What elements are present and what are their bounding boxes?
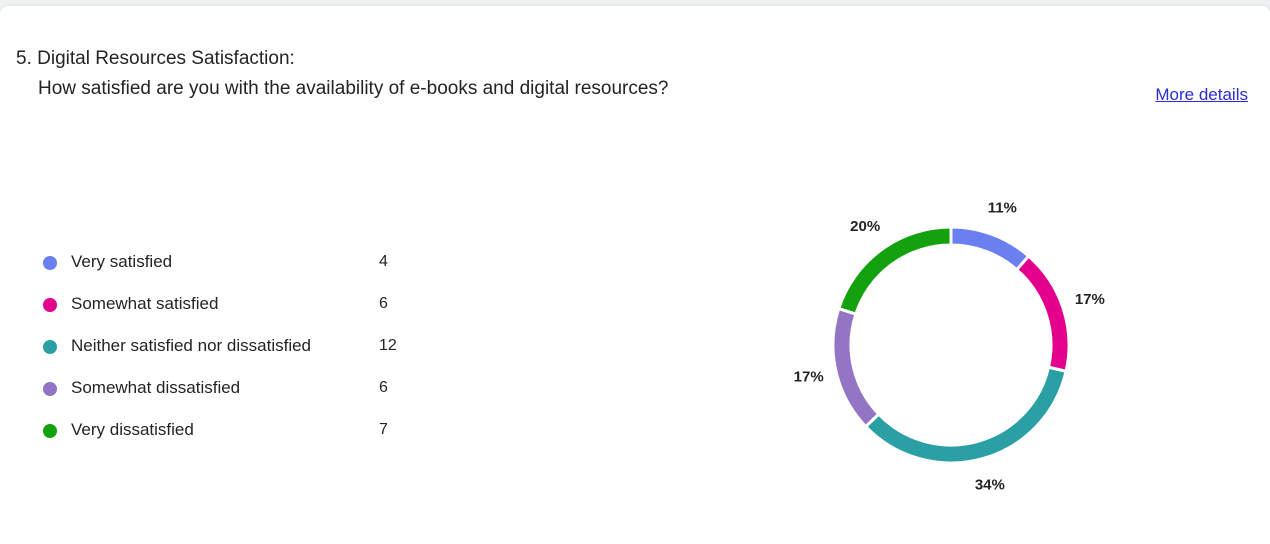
legend-color-dot: [43, 340, 57, 354]
slice-percent-label: 17%: [794, 368, 824, 385]
legend-color-dot: [43, 256, 57, 270]
donut-chart: 11% 17% 34% 17% 20%: [794, 199, 1105, 494]
question-title: 5. Digital Resources Satisfaction:: [16, 48, 295, 69]
legend-label: Very dissatisfied: [71, 420, 194, 439]
donut-slice[interactable]: [949, 225, 1031, 272]
legend-item: Somewhat satisfied 6: [43, 293, 443, 335]
legend-item: Neither satisfied nor dissatisfied 12: [43, 335, 443, 377]
slice-percent-label: 34%: [975, 477, 1005, 494]
donut-slice[interactable]: [1014, 254, 1071, 374]
legend-count: 4: [379, 253, 388, 270]
donut-slice[interactable]: [863, 365, 1068, 465]
question-card: 5. Digital Resources Satisfaction: How s…: [0, 6, 1270, 544]
legend-label: Somewhat satisfied: [71, 294, 219, 313]
legend-count: 6: [379, 295, 388, 312]
more-details-link[interactable]: More details: [1155, 85, 1248, 104]
question-subtitle: How satisfied are you with the availabil…: [38, 78, 669, 99]
legend-item: Very satisfied 4: [43, 251, 443, 293]
donut-slice[interactable]: [836, 225, 953, 316]
donut-slice[interactable]: [831, 306, 881, 429]
slice-percent-label: 17%: [1075, 291, 1105, 308]
legend-color-dot: [43, 382, 57, 396]
legend-label: Very satisfied: [71, 252, 173, 271]
chart-legend: Very satisfied 4 Somewhat satisfied 6 Neithe…: [43, 251, 443, 461]
legend-color-dot: [43, 298, 57, 312]
slice-percent-label: 11%: [988, 199, 1017, 216]
legend-count: 7: [379, 421, 388, 438]
legend-item: Very dissatisfied 7: [43, 419, 443, 461]
legend-label: Neither satisfied nor dissatisfied: [71, 336, 312, 355]
slice-percent-label: 20%: [850, 218, 880, 235]
legend-label: Somewhat dissatisfied: [71, 378, 241, 397]
legend-item: Somewhat dissatisfied 6: [43, 377, 443, 419]
legend-count: 12: [379, 337, 397, 354]
legend-count: 6: [379, 379, 388, 396]
legend-color-dot: [43, 424, 57, 438]
